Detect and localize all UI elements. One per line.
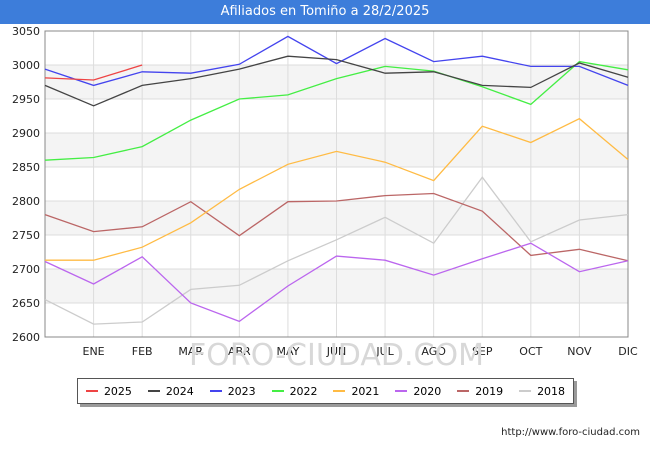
y-tick-label: 2800: [12, 195, 40, 208]
y-tick-label: 3000: [12, 59, 40, 72]
chart-legend: 2025 2024 2023 2022 2021 2020 2019 2018: [77, 378, 574, 404]
legend-item-2024: 2024: [147, 384, 194, 398]
y-tick-label: 2700: [12, 263, 40, 276]
y-tick-label: 2600: [12, 331, 40, 344]
legend-label: 2023: [227, 384, 256, 398]
series-line-2021: [45, 117, 629, 261]
legend-label: 2022: [289, 384, 318, 398]
x-tick-label: NOV: [567, 345, 592, 358]
series-line-2023: [44, 35, 629, 87]
legend-label: 2025: [103, 384, 132, 398]
y-tick-label: 2650: [12, 297, 40, 310]
legend-item-2022: 2022: [271, 384, 318, 398]
legend-swatch: [395, 390, 408, 392]
y-tick-label: 2750: [12, 229, 40, 242]
legend-label: 2020: [413, 384, 442, 398]
y-tick-label: 2950: [12, 93, 40, 106]
x-tick-label: OCT: [519, 345, 542, 358]
x-tick-label: MAY: [276, 345, 299, 358]
x-tick-label: FEB: [132, 345, 153, 358]
legend-item-2025: 2025: [85, 384, 132, 398]
y-tick-label: 3050: [12, 25, 40, 38]
legend-item-2023: 2023: [209, 384, 256, 398]
x-tick-label: ABR: [228, 345, 251, 358]
legend-label: 2018: [537, 384, 566, 398]
x-tick-label: JUL: [375, 345, 394, 358]
legend-item-2020: 2020: [395, 385, 441, 398]
x-tick-label: JUN: [326, 345, 347, 358]
legend-label: 2021: [351, 384, 380, 398]
legend-swatch: [147, 390, 160, 392]
series-line-2025: [44, 64, 143, 81]
legend-swatch: [271, 390, 284, 392]
legend-swatch: [209, 390, 222, 392]
watermark: FORO-CIUDAD.COM: [189, 338, 484, 373]
series-line-2019: [44, 192, 629, 262]
plot-frame: [44, 30, 629, 338]
x-tick-label: ENE: [83, 345, 105, 358]
legend-item-2018: 2018: [519, 385, 565, 398]
series-line-2024: [44, 55, 629, 107]
legend-item-2019: 2019: [457, 385, 503, 398]
series-line-2022: [44, 60, 629, 161]
series-line-2018: [44, 176, 629, 325]
chart-title: Afiliados en Tomiño a 28/2/2025: [0, 0, 650, 24]
x-tick-label: MAR: [178, 345, 203, 358]
legend-swatch: [519, 390, 532, 392]
series-line-2020: [44, 242, 629, 323]
legend-label: 2019: [475, 384, 504, 398]
y-tick-label: 2850: [12, 161, 40, 174]
legend-swatch: [457, 390, 470, 392]
legend-label: 2024: [165, 384, 194, 398]
source-url: http://www.foro-ciudad.com: [501, 427, 640, 438]
legend-swatch: [85, 390, 98, 392]
legend-swatch: [333, 390, 346, 392]
x-tick-label: DIC: [618, 345, 638, 358]
x-tick-label: SEP: [472, 345, 493, 358]
y-tick-label: 2900: [12, 127, 40, 140]
legend-item-2021: 2021: [333, 385, 379, 398]
x-tick-label: AGO: [421, 345, 446, 358]
